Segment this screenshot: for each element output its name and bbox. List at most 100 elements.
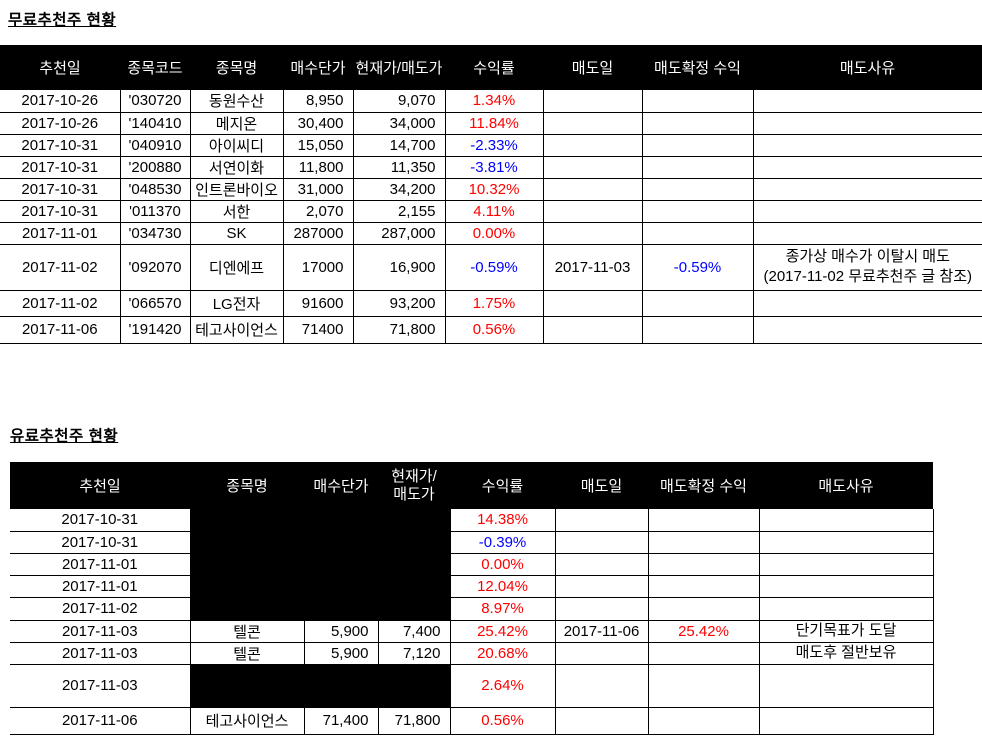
stock-code-cell: '011370 [119, 200, 190, 223]
buy-price-cell: 287000 [282, 222, 353, 245]
free-picks-title: 무료추천주 현황 [8, 12, 117, 29]
stock-code-cell: '030720 [119, 90, 190, 113]
sell-date-cell [554, 509, 648, 532]
free-table-header-row: 추천일 종목코드 종목명 매수단가 현재가/매도가 수익률 매도일 매도확정 수… [0, 45, 982, 90]
header-buy-price: 매수단가 [304, 462, 378, 509]
return-rate-cell: 20.68% [449, 642, 555, 665]
table-row: 2017-11-03 텔콘 5,900 7,400 25.42% 2017-11… [10, 620, 934, 643]
confirmed-profit-cell [647, 553, 759, 576]
sell-date-cell [554, 575, 648, 598]
return-rate-cell: 1.75% [444, 290, 543, 317]
sell-date-cell [542, 134, 642, 157]
table-row: 2017-10-31 '011370 서한 2,070 2,155 4.11% [0, 200, 982, 223]
redacted-block [189, 575, 450, 598]
table-row: 2017-11-02 '092070 디엔에프 17000 16,900 -0.… [0, 244, 982, 291]
stock-name-cell: 디엔에프 [189, 244, 283, 291]
table-row: 2017-11-01 '034730 SK 287000 287,000 0.0… [0, 222, 982, 245]
sell-reason-cell [752, 134, 982, 157]
table-row: 2017-11-01 12.04% [10, 575, 934, 598]
confirmed-profit-cell [641, 134, 753, 157]
header-sell-reason: 매도사유 [759, 462, 933, 509]
stock-name-cell: 메지온 [189, 112, 283, 135]
stock-name-cell: 아이씨디 [189, 134, 283, 157]
header-current-price: 현재가/매도가 [353, 45, 445, 90]
stock-name-cell: 서한 [189, 200, 283, 223]
current-price-cell: 34,200 [352, 178, 445, 201]
header-current-price: 현재가/ 매도가 [378, 462, 450, 509]
stock-name-cell: 테고사이언스 [189, 316, 283, 344]
table-row: 2017-11-06 테고사이언스 71,400 71,800 0.56% [10, 707, 934, 735]
stock-code-cell: '140410 [119, 112, 190, 135]
sell-reason-cell [752, 316, 982, 344]
free-picks-table: 추천일 종목코드 종목명 매수단가 현재가/매도가 수익률 매도일 매도확정 수… [0, 45, 982, 344]
sell-reason-cell [758, 597, 934, 621]
return-rate-cell: 0.56% [444, 316, 543, 344]
confirmed-profit-cell [647, 707, 759, 735]
confirmed-profit-cell [641, 290, 753, 317]
table-row: 2017-10-26 '030720 동원수산 8,950 9,070 1.34… [0, 90, 982, 113]
confirmed-profit-cell [641, 156, 753, 179]
stock-name-cell: 동원수산 [189, 90, 283, 113]
header-confirmed-profit: 매도확정 수익 [648, 462, 759, 509]
table-row: 2017-11-03 텔콘 5,900 7,120 20.68% 매도후 절반보… [10, 642, 934, 665]
sell-date-cell [542, 290, 642, 317]
redacted-block [189, 553, 450, 576]
header-return-rate: 수익률 [450, 462, 555, 509]
return-rate-cell: 8.97% [449, 597, 555, 621]
sell-date-cell [554, 553, 648, 576]
recommend-date-cell: 2017-10-31 [10, 509, 190, 532]
sell-date-cell [554, 531, 648, 554]
buy-price-cell: 17000 [282, 244, 353, 291]
return-rate-cell: 11.84% [444, 112, 543, 135]
sell-reason-cell [758, 531, 934, 554]
current-price-cell: 14,700 [352, 134, 445, 157]
current-price-cell: 287,000 [352, 222, 445, 245]
stock-code-cell: '191420 [119, 316, 190, 344]
return-rate-cell: 25.42% [449, 620, 555, 643]
table-row: 2017-10-31 -0.39% [10, 531, 934, 554]
return-rate-cell: -3.81% [444, 156, 543, 179]
buy-price-cell: 91600 [282, 290, 353, 317]
sell-date-cell [554, 597, 648, 621]
stock-code-cell: '066570 [119, 290, 190, 317]
current-price-cell: 7,400 [377, 620, 450, 643]
return-rate-cell: 14.38% [449, 509, 555, 532]
sell-date-cell [542, 112, 642, 135]
confirmed-profit-cell [641, 112, 753, 135]
confirmed-profit-cell [647, 597, 759, 621]
stock-code-cell: '092070 [119, 244, 190, 291]
current-price-cell: 71,800 [352, 316, 445, 344]
current-price-cell: 34,000 [352, 112, 445, 135]
recommend-date-cell: 2017-11-02 [0, 244, 120, 291]
sell-reason-cell: 종가상 매수가 이탈시 매도 (2017-11-02 무료추천주 글 참조) [752, 244, 982, 291]
recommend-date-cell: 2017-10-26 [0, 90, 120, 113]
stock-code-cell: '048530 [119, 178, 190, 201]
stock-code-cell: '034730 [119, 222, 190, 245]
stock-name-cell: SK [189, 222, 283, 245]
buy-price-cell: 31,000 [282, 178, 353, 201]
return-rate-cell: 0.00% [444, 222, 543, 245]
sell-reason-cell [752, 200, 982, 223]
sell-reason-cell [758, 707, 934, 735]
recommend-date-cell: 2017-10-31 [0, 134, 120, 157]
confirmed-profit-cell [647, 575, 759, 598]
recommend-date-cell: 2017-11-03 [10, 664, 190, 708]
buy-price-cell: 2,070 [282, 200, 353, 223]
return-rate-cell: -2.33% [444, 134, 543, 157]
paid-picks-title: 유료추천주 현황 [10, 428, 119, 445]
current-price-cell: 2,155 [352, 200, 445, 223]
buy-price-cell: 30,400 [282, 112, 353, 135]
confirmed-profit-cell [647, 642, 759, 665]
stock-name-cell: 인트론바이오 [189, 178, 283, 201]
confirmed-profit-cell: 25.42% [647, 620, 759, 643]
sell-reason-cell: 단기목표가 도달 [758, 620, 934, 643]
recommend-date-cell: 2017-10-26 [0, 112, 120, 135]
sell-date-cell [542, 200, 642, 223]
sell-reason-cell [752, 156, 982, 179]
sell-reason-cell: 매도후 절반보유 [758, 642, 934, 665]
sell-reason-cell [752, 112, 982, 135]
sell-date-cell [542, 222, 642, 245]
redacted-block [189, 531, 450, 554]
return-rate-cell: 2.64% [449, 664, 555, 708]
return-rate-cell: 12.04% [449, 575, 555, 598]
